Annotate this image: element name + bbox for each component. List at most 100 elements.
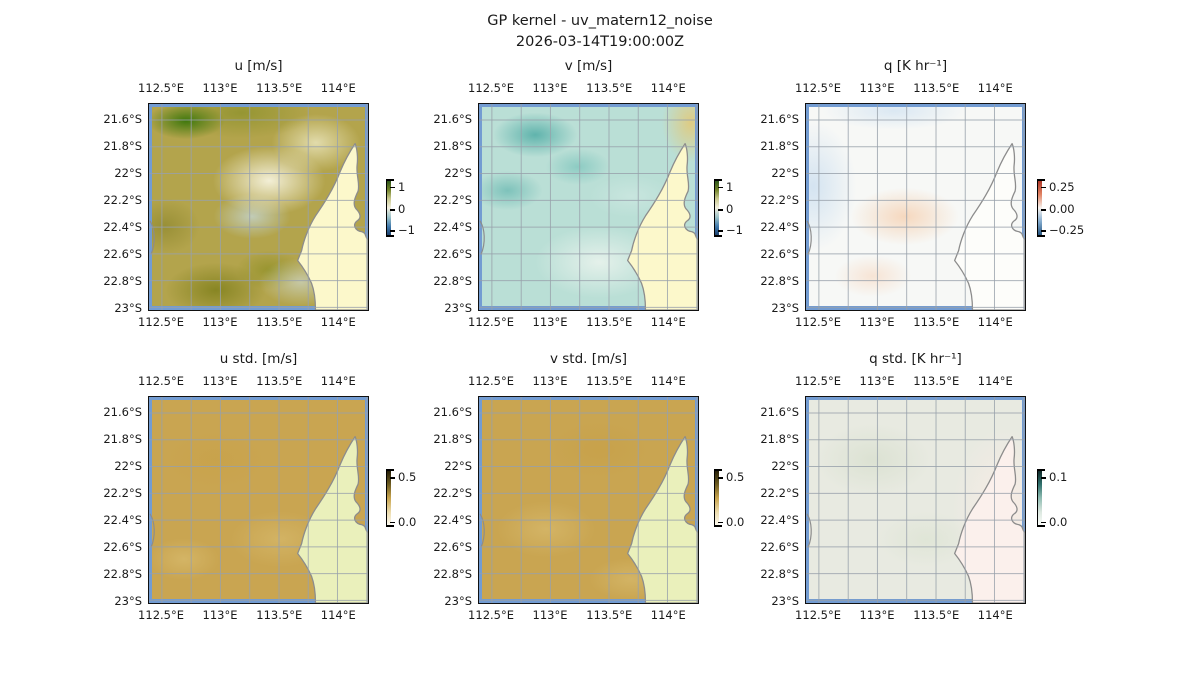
lat-tick-label: 21.8°S: [103, 432, 142, 446]
lat-tick-label: 22.2°S: [760, 486, 799, 500]
colorbar-tick-labels: 0.5 0.0: [714, 470, 774, 529]
lon-tick-label: 113.5°E: [913, 315, 960, 329]
lon-tick-label: 114°E: [650, 81, 686, 95]
colorbar-gradient: [714, 179, 722, 237]
lat-tick-label: 22.6°S: [760, 247, 799, 261]
lon-axis-top: 112.5°E 113°E 113.5°E 114°E: [138, 81, 369, 96]
colorbar-tick: 0.5: [389, 470, 417, 485]
lat-tick-label: 21.6°S: [760, 112, 799, 126]
lat-tick-label: 22.4°S: [760, 220, 799, 234]
lon-tick-label: 112.5°E: [468, 374, 515, 388]
colorbar-tick: 1: [389, 179, 406, 194]
lon-tick-label: 113.5°E: [256, 315, 303, 329]
panel-q: q [K hr⁻¹] 112.5°E 113°E 113.5°E 114°E 21.6…: [760, 58, 1084, 329]
lon-axis-bottom: 112.5°E 113°E 113.5°E 114°E: [138, 315, 369, 330]
lat-tick-label: 21.6°S: [760, 405, 799, 419]
lat-tick-label: 22.8°S: [433, 567, 472, 581]
lon-tick-label: 114°E: [977, 608, 1013, 622]
colorbar-tick-labels: 1 0 −1: [386, 179, 446, 237]
lon-axis-bottom: 112.5°E 113°E 113.5°E 114°E: [138, 608, 369, 623]
lat-tick-label: 22.4°S: [103, 220, 142, 234]
lat-tick-label: 22.8°S: [103, 567, 142, 581]
colorbar-tick: 0: [389, 202, 406, 217]
lat-tick-label: 21.6°S: [103, 405, 142, 419]
lon-tick-label: 112.5°E: [795, 374, 842, 388]
lat-tick-label: 21.6°S: [433, 405, 472, 419]
lon-axis-top: 112.5°E 113°E 113.5°E 114°E: [468, 81, 699, 96]
panel-u: u [m/s] 112.5°E 113°E 113.5°E 114°E 21.6°S 2…: [103, 58, 415, 329]
lon-axis-top: 112.5°E 113°E 113.5°E 114°E: [795, 81, 1026, 96]
lon-tick-label: 113°E: [532, 374, 568, 388]
colorbar-tick: 0.0: [1040, 515, 1068, 530]
lon-tick-label: 113.5°E: [913, 608, 960, 622]
lon-tick-label: 113.5°E: [586, 608, 633, 622]
lon-tick-label: 112.5°E: [795, 608, 842, 622]
lon-tick-label: 114°E: [320, 608, 356, 622]
lat-tick-label: 22.2°S: [760, 193, 799, 207]
lon-tick-label: 112.5°E: [138, 608, 185, 622]
lat-axis: 21.6°S 21.8°S 22°S 22.2°S 22.4°S 22.6°S 22.8°S…: [84, 405, 142, 608]
lon-tick-label: 114°E: [977, 374, 1013, 388]
panel-u-std: u std. [m/s] 112.5°E 113°E 113.5°E 114°E 21…: [103, 351, 416, 622]
lat-tick-label: 23°S: [444, 301, 472, 315]
panel-title-u-std: u std. [m/s]: [219, 351, 298, 367]
colorbar-tick-labels: 0.25 0.00 −0.25: [1037, 180, 1097, 238]
lon-tick-label: 113°E: [202, 374, 238, 388]
colorbar-tick-labels: 1 0 −1: [714, 180, 774, 238]
coastline-grid-overlay: [806, 397, 1025, 603]
lat-tick-label: 22.6°S: [433, 247, 472, 261]
lon-axis-bottom: 112.5°E 113°E 113.5°E 114°E: [795, 608, 1026, 623]
lat-axis: 21.6°S 21.8°S 22°S 22.2°S 22.4°S 22.6°S 22.8°S…: [414, 112, 472, 315]
colorbar-tick: −1: [718, 223, 743, 238]
lat-tick-label: 22°S: [114, 459, 142, 473]
lat-axis: 21.6°S 21.8°S 22°S 22.2°S 22.4°S 22.6°S 22.8°S…: [414, 405, 472, 608]
lat-tick-label: 23°S: [114, 301, 142, 315]
lat-tick-label: 22.8°S: [103, 274, 142, 288]
lon-tick-label: 113°E: [202, 608, 238, 622]
lat-tick-label: 22.6°S: [760, 540, 799, 554]
colorbar-tick: 0.00: [1041, 202, 1075, 217]
lat-tick-label: 22.2°S: [103, 486, 142, 500]
lat-tick-label: 22.8°S: [433, 274, 472, 288]
lon-tick-label: 114°E: [320, 81, 356, 95]
colorbar-q: 0.25 0.00 −0.25: [1037, 179, 1097, 238]
lat-tick-label: 23°S: [771, 301, 799, 315]
lon-tick-label: 113.5°E: [913, 81, 960, 95]
colorbar-gradient: [386, 179, 394, 237]
lat-tick-label: 22°S: [444, 459, 472, 473]
coastline-grid-overlay: [149, 397, 368, 603]
colorbar-gradient: [714, 469, 722, 527]
colorbar-tick: 0.1: [1040, 470, 1068, 485]
lon-tick-label: 114°E: [977, 315, 1013, 329]
lon-axis-top: 112.5°E 113°E 113.5°E 114°E: [138, 374, 369, 389]
lat-tick-label: 21.8°S: [433, 432, 472, 446]
lat-tick-label: 22.4°S: [433, 220, 472, 234]
lon-axis-bottom: 112.5°E 113°E 113.5°E 114°E: [468, 608, 699, 623]
map-q-std: [805, 396, 1026, 604]
panel-title-v-std: v std. [m/s]: [549, 351, 628, 367]
figure-timestamp: 2026-03-14T19:00:00Z: [515, 34, 685, 50]
map-q: [805, 103, 1026, 311]
lat-tick-label: 22°S: [444, 166, 472, 180]
lat-tick-label: 23°S: [114, 594, 142, 608]
colorbar-tick: −0.25: [1040, 223, 1085, 238]
lat-tick-label: 22°S: [771, 459, 799, 473]
lat-tick-label: 21.6°S: [433, 112, 472, 126]
colorbar-tick: 0: [717, 202, 734, 217]
lon-axis-top: 112.5°E 113°E 113.5°E 114°E: [468, 374, 699, 389]
lat-tick-label: 21.8°S: [760, 139, 799, 153]
map-u: [148, 103, 369, 311]
lon-tick-label: 114°E: [320, 315, 356, 329]
colorbar-q-std: 0.1 0.0: [1037, 469, 1097, 530]
lat-axis: 21.6°S 21.8°S 22°S 22.2°S 22.4°S 22.6°S 22.8°S…: [741, 112, 799, 315]
lat-tick-label: 21.8°S: [103, 139, 142, 153]
map-v: [478, 103, 699, 311]
lon-tick-label: 113°E: [202, 315, 238, 329]
lon-tick-label: 113.5°E: [256, 608, 303, 622]
lat-tick-label: 22.2°S: [433, 486, 472, 500]
lon-tick-label: 114°E: [977, 81, 1013, 95]
lon-tick-label: 114°E: [650, 315, 686, 329]
coastline-grid-overlay: [479, 397, 698, 603]
lat-tick-label: 22.8°S: [760, 274, 799, 288]
lon-tick-label: 112.5°E: [795, 315, 842, 329]
